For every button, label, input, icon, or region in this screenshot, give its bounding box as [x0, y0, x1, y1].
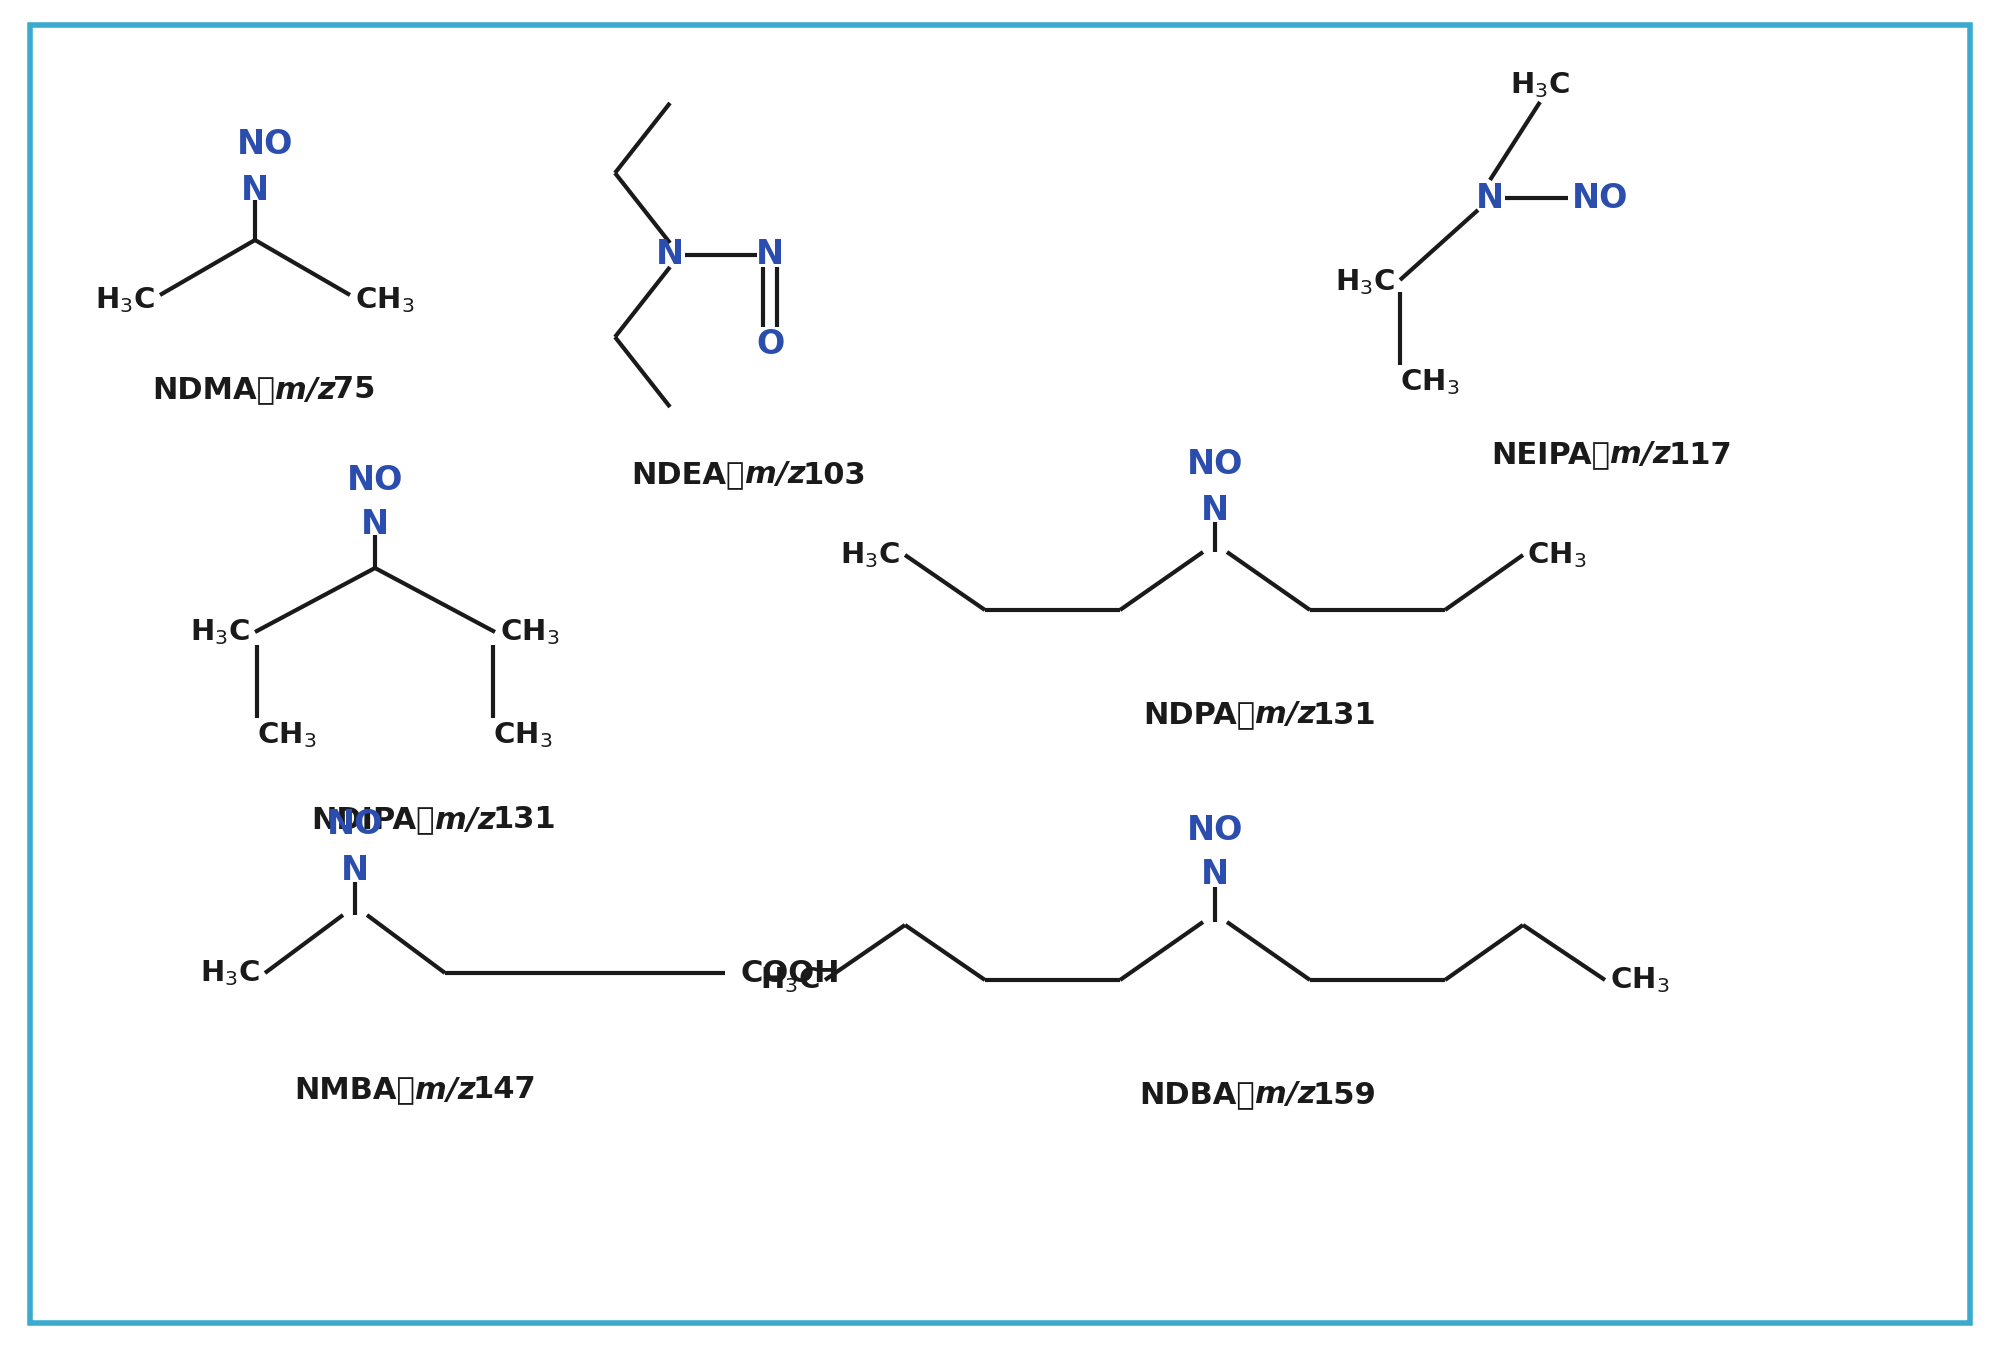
Text: CH$_3$: CH$_3$: [500, 617, 560, 647]
Text: N: N: [756, 239, 784, 271]
Text: H$_3$C: H$_3$C: [760, 965, 820, 995]
Text: H$_3$C: H$_3$C: [190, 617, 250, 647]
Text: NO: NO: [236, 128, 294, 162]
Text: m/z: m/z: [1256, 701, 1326, 729]
Text: NEIPA、: NEIPA、: [1492, 441, 1610, 469]
Text: COOH: COOH: [740, 958, 840, 988]
Text: m/z: m/z: [276, 376, 346, 404]
Text: 103: 103: [804, 461, 866, 489]
Text: CH$_3$: CH$_3$: [492, 720, 552, 749]
Text: NDEA、: NDEA、: [632, 461, 744, 489]
Text: N: N: [656, 239, 684, 271]
Text: 75: 75: [332, 376, 376, 404]
Text: NO: NO: [1572, 182, 1628, 214]
Text: 147: 147: [474, 1076, 536, 1104]
Text: H$_3$C: H$_3$C: [1510, 70, 1570, 100]
Text: NDPA、: NDPA、: [1144, 701, 1256, 729]
Text: CH$_3$: CH$_3$: [1610, 965, 1670, 995]
Text: m/z: m/z: [1256, 1081, 1326, 1109]
Text: CH$_3$: CH$_3$: [256, 720, 316, 749]
Text: H$_3$C: H$_3$C: [840, 541, 900, 570]
Text: NMBA、: NMBA、: [294, 1076, 416, 1104]
Text: H$_3$C: H$_3$C: [200, 958, 260, 988]
Text: NO: NO: [346, 464, 404, 496]
Text: 117: 117: [1668, 441, 1732, 469]
Text: NDBA、: NDBA、: [1140, 1081, 1256, 1109]
Text: CH$_3$: CH$_3$: [1400, 367, 1460, 396]
Text: m/z: m/z: [744, 461, 816, 489]
Text: NO: NO: [326, 809, 384, 841]
Text: N: N: [360, 508, 390, 542]
Text: 159: 159: [1312, 1081, 1376, 1109]
Text: CH$_3$: CH$_3$: [356, 284, 414, 315]
Text: N: N: [340, 853, 370, 887]
Text: H$_3$C: H$_3$C: [1336, 267, 1396, 297]
Text: NO: NO: [1186, 449, 1244, 481]
Text: 131: 131: [492, 806, 556, 834]
Text: H$_3$C: H$_3$C: [96, 284, 156, 315]
Text: O: O: [756, 329, 784, 361]
Text: N: N: [1200, 493, 1230, 527]
Text: NO: NO: [1186, 813, 1244, 847]
Text: m/z: m/z: [436, 806, 506, 834]
Text: CH$_3$: CH$_3$: [1528, 541, 1586, 570]
Text: m/z: m/z: [416, 1076, 486, 1104]
Text: N: N: [1200, 859, 1230, 891]
Text: NDMA、: NDMA、: [152, 376, 276, 404]
Text: N: N: [240, 174, 270, 206]
Text: 131: 131: [1312, 701, 1376, 729]
Text: m/z: m/z: [1610, 441, 1682, 469]
Text: N: N: [1476, 182, 1504, 214]
Text: NDIPA、: NDIPA、: [312, 806, 436, 834]
